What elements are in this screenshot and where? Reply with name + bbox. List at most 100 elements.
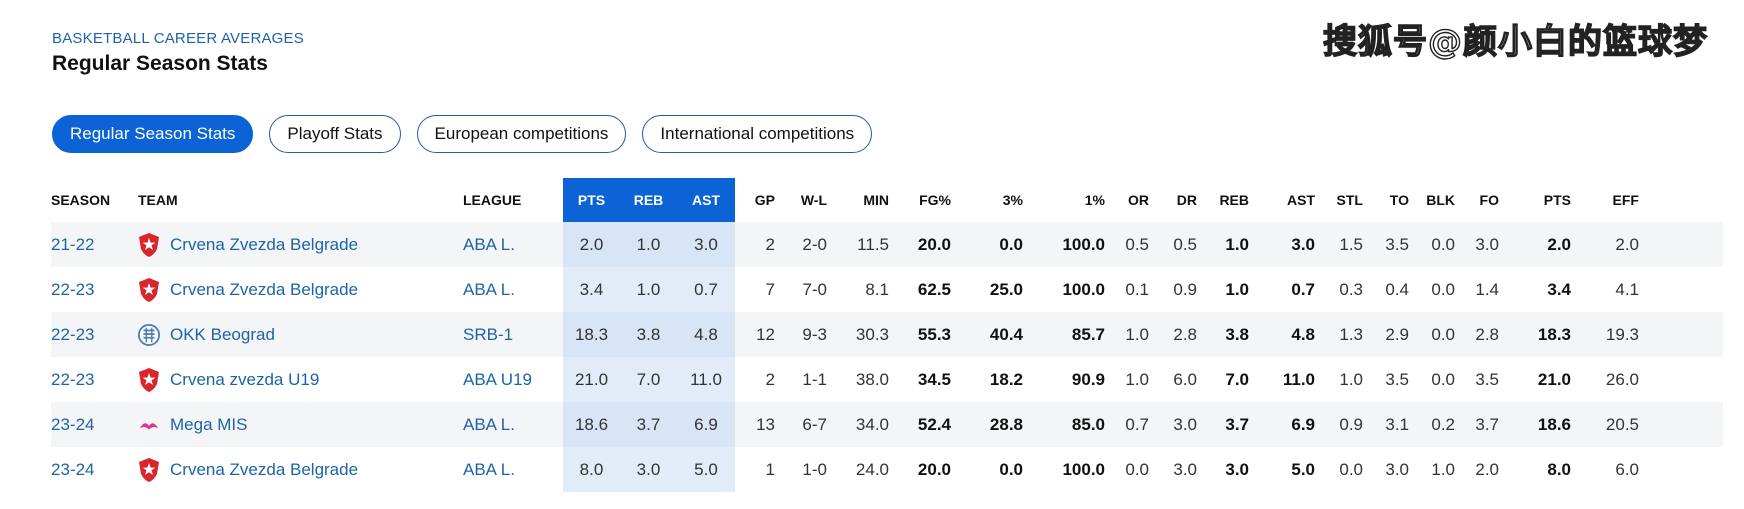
- crvena-zvezda-logo-icon: [138, 367, 160, 393]
- cell-pts: 18.6: [1537, 414, 1571, 434]
- cell-dr: 0.5: [1173, 234, 1197, 254]
- tab-european[interactable]: European competitions: [416, 115, 627, 153]
- cell-pts-avg: 21.0: [563, 357, 620, 402]
- team-name[interactable]: OKK Beograd: [170, 324, 275, 344]
- crvena-zvezda-logo-icon: [138, 232, 160, 258]
- watermark: 搜狐号@颜小白的篮球梦: [1322, 21, 1708, 62]
- column-header-ft-pct[interactable]: 1%: [1084, 192, 1105, 208]
- cell-league[interactable]: ABA U19: [463, 369, 532, 389]
- cell-team[interactable]: Crvena zvezda U19: [138, 357, 458, 402]
- cell-league[interactable]: ABA L.: [463, 234, 515, 254]
- cell-blk: 0.2: [1431, 414, 1455, 434]
- cell-or: 1.0: [1125, 369, 1149, 389]
- cell-or: 0.5: [1125, 234, 1149, 254]
- column-header-wl[interactable]: W-L: [800, 192, 827, 208]
- cell-team[interactable]: Crvena Zvezda Belgrade: [138, 447, 458, 492]
- cell-or: 0.1: [1125, 279, 1149, 299]
- column-header-reb[interactable]: REB: [1219, 192, 1249, 208]
- column-header-gp[interactable]: GP: [754, 192, 775, 208]
- cell-reb-avg: 1.0: [620, 222, 677, 267]
- cell-season[interactable]: 22-23: [51, 279, 95, 299]
- cell-to: 3.0: [1385, 459, 1409, 479]
- cell-wl: 1-1: [802, 369, 827, 389]
- column-header-fo[interactable]: FO: [1479, 192, 1499, 208]
- cell-season[interactable]: 23-24: [51, 459, 95, 479]
- team-name[interactable]: Crvena Zvezda Belgrade: [170, 234, 359, 254]
- cell-ast: 11.0: [1282, 369, 1315, 389]
- column-header-ast[interactable]: AST: [1287, 192, 1315, 208]
- cell-dr: 0.9: [1173, 279, 1197, 299]
- team-name[interactable]: Crvena zvezda U19: [170, 369, 320, 389]
- cell-fo: 3.0: [1475, 234, 1499, 254]
- cell-blk: 1.0: [1431, 459, 1455, 479]
- cell-ast: 5.0: [1291, 459, 1315, 479]
- cell-reb-avg: 3.8: [620, 312, 677, 357]
- cell-season[interactable]: 22-23: [51, 324, 95, 344]
- cell-ft-pct: 100.0: [1062, 234, 1105, 254]
- cell-ft-pct: 90.9: [1071, 369, 1105, 389]
- cell-league[interactable]: SRB-1: [463, 324, 514, 344]
- column-header-pts[interactable]: PTS: [1543, 192, 1571, 208]
- cell-ft-pct: 100.0: [1062, 279, 1105, 299]
- cell-three-pct: 0.0: [999, 459, 1023, 479]
- cell-or: 1.0: [1125, 324, 1149, 344]
- cell-league[interactable]: ABA L.: [463, 459, 515, 479]
- column-header-ast-avg[interactable]: AST: [677, 178, 735, 222]
- tab-playoff[interactable]: Playoff Stats: [269, 115, 401, 153]
- cell-three-pct: 0.0: [999, 234, 1023, 254]
- column-header-reb-avg[interactable]: REB: [620, 178, 677, 222]
- column-header-blk[interactable]: BLK: [1426, 192, 1455, 208]
- cell-eff: 4.1: [1615, 279, 1639, 299]
- cell-fo: 3.5: [1475, 369, 1499, 389]
- team-name[interactable]: Mega MIS: [170, 414, 248, 434]
- column-header-team[interactable]: TEAM: [138, 192, 178, 208]
- tab-regular-season[interactable]: Regular Season Stats: [52, 115, 254, 153]
- column-header-fg-pct[interactable]: FG%: [919, 192, 951, 208]
- cell-eff: 6.0: [1615, 459, 1639, 479]
- cell-team[interactable]: Mega MIS: [138, 402, 458, 447]
- team-name[interactable]: Crvena Zvezda Belgrade: [170, 459, 359, 479]
- column-header-min[interactable]: MIN: [863, 192, 889, 208]
- column-header-or[interactable]: OR: [1128, 192, 1149, 208]
- column-header-to[interactable]: TO: [1389, 192, 1409, 208]
- mega-mis-logo-icon: [138, 412, 160, 438]
- cell-reb: 1.0: [1225, 279, 1249, 299]
- cell-gp: 2: [765, 369, 775, 389]
- cell-reb-avg: 7.0: [620, 357, 677, 402]
- cell-team[interactable]: OKK Beograd: [138, 312, 458, 357]
- cell-stl: 1.5: [1339, 234, 1363, 254]
- cell-stl: 0.9: [1339, 414, 1363, 434]
- cell-season[interactable]: 21-22: [51, 234, 95, 254]
- column-header-eff[interactable]: EFF: [1612, 192, 1639, 208]
- stats-table: SEASON TEAM LEAGUE PTS REB AST GP W-L MIN FG% 3% 1%…: [51, 178, 1723, 492]
- cell-league[interactable]: ABA L.: [463, 414, 515, 434]
- cell-fo: 2.8: [1475, 324, 1499, 344]
- cell-fg-pct: 52.4: [917, 414, 951, 434]
- column-header-league[interactable]: LEAGUE: [463, 192, 522, 208]
- crvena-zvezda-logo-icon: [138, 457, 160, 483]
- cell-team[interactable]: Crvena Zvezda Belgrade: [138, 222, 458, 267]
- cell-dr: 2.8: [1173, 324, 1197, 344]
- column-header-season[interactable]: SEASON: [51, 192, 111, 208]
- column-header-dr[interactable]: DR: [1176, 192, 1197, 208]
- cell-gp: 2: [765, 234, 775, 254]
- cell-to: 3.1: [1385, 414, 1409, 434]
- column-header-three-pct[interactable]: 3%: [1002, 192, 1023, 208]
- cell-fo: 2.0: [1475, 459, 1499, 479]
- cell-fo: 3.7: [1475, 414, 1499, 434]
- team-name[interactable]: Crvena Zvezda Belgrade: [170, 279, 359, 299]
- cell-stl: 1.0: [1339, 369, 1363, 389]
- cell-min: 30.3: [855, 324, 889, 344]
- cell-season[interactable]: 23-24: [51, 414, 95, 434]
- tab-international[interactable]: International competitions: [642, 115, 873, 153]
- cell-dr: 3.0: [1173, 459, 1197, 479]
- cell-reb: 3.0: [1225, 459, 1249, 479]
- column-header-stl[interactable]: STL: [1336, 192, 1363, 208]
- cell-three-pct: 40.4: [989, 324, 1023, 344]
- cell-reb-avg: 3.0: [620, 447, 677, 492]
- column-header-pts-avg[interactable]: PTS: [563, 178, 620, 222]
- cell-blk: 0.0: [1431, 324, 1455, 344]
- cell-team[interactable]: Crvena Zvezda Belgrade: [138, 267, 458, 312]
- cell-league[interactable]: ABA L.: [463, 279, 515, 299]
- cell-season[interactable]: 22-23: [51, 369, 95, 389]
